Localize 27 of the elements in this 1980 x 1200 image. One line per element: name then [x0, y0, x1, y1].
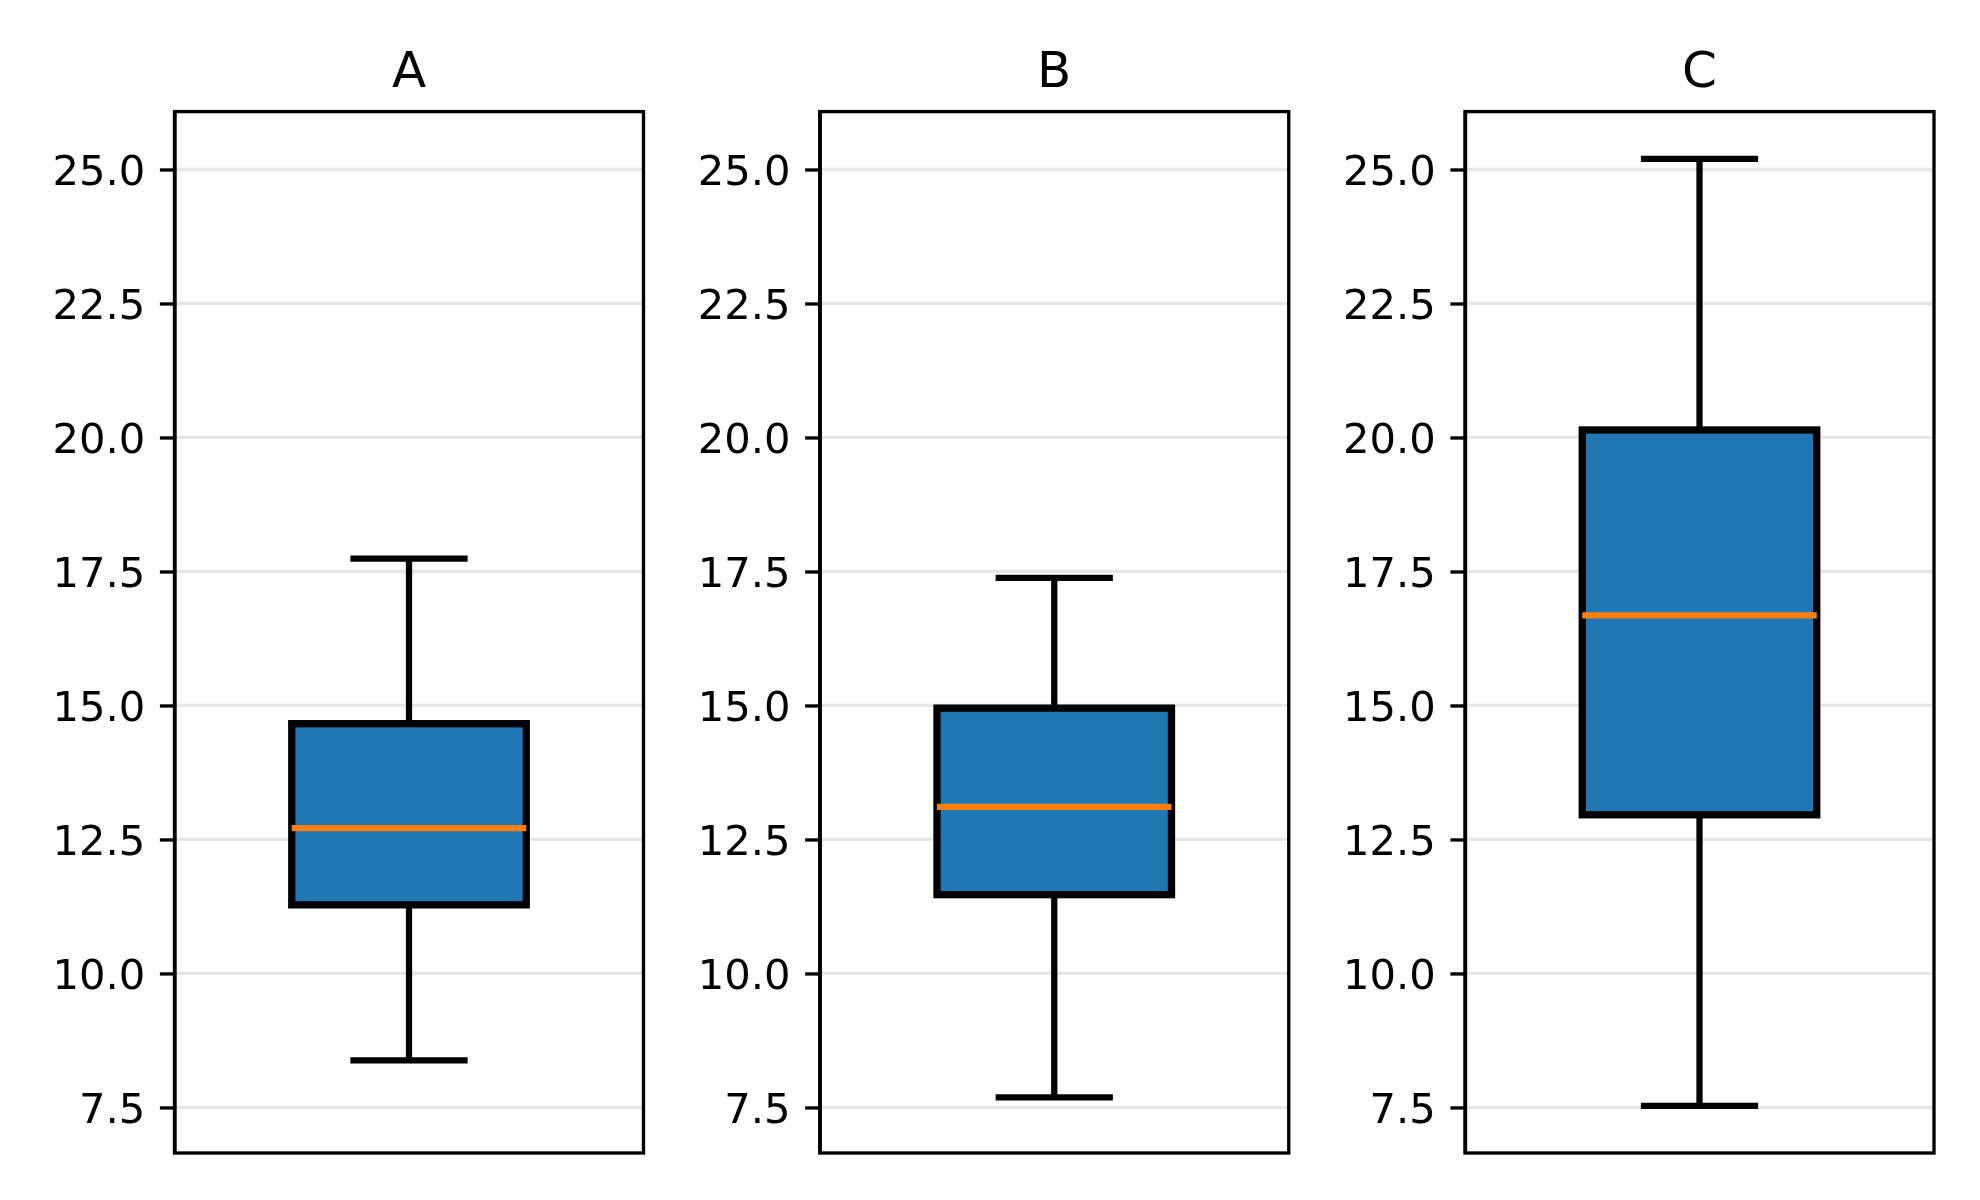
- y-tick-label: 15.0: [1343, 681, 1436, 731]
- chart-title: C: [1682, 40, 1717, 99]
- y-tick-label: 20.0: [1343, 413, 1436, 463]
- y-tick-label: 7.5: [724, 1083, 791, 1133]
- y-tick-label: 22.5: [1343, 279, 1436, 329]
- y-tick-label: 15.0: [52, 681, 146, 731]
- chart-title: B: [1037, 40, 1072, 99]
- y-tick-label: 7.5: [79, 1083, 146, 1133]
- y-tick-label: 22.5: [52, 279, 146, 329]
- y-tick-label: 7.5: [1369, 1083, 1436, 1133]
- y-tick-label: 25.0: [697, 145, 791, 195]
- y-tick-label: 17.5: [697, 547, 791, 597]
- y-tick-label: 12.5: [1343, 815, 1436, 865]
- y-tick-label: 25.0: [1343, 145, 1436, 195]
- chart-title: A: [391, 40, 427, 99]
- y-tick-label: 25.0: [52, 145, 146, 195]
- y-tick-label: 15.0: [697, 681, 791, 731]
- y-tick-label: 10.0: [52, 949, 146, 999]
- y-tick-label: 10.0: [1343, 949, 1436, 999]
- y-tick-label: 20.0: [52, 413, 146, 463]
- y-tick-label: 12.5: [697, 815, 791, 865]
- y-tick-label: 17.5: [52, 547, 146, 597]
- y-tick-label: 17.5: [1343, 547, 1436, 597]
- y-tick-label: 12.5: [52, 815, 146, 865]
- y-tick-label: 22.5: [697, 279, 791, 329]
- y-tick-label: 10.0: [697, 949, 791, 999]
- y-tick-label: 20.0: [697, 413, 791, 463]
